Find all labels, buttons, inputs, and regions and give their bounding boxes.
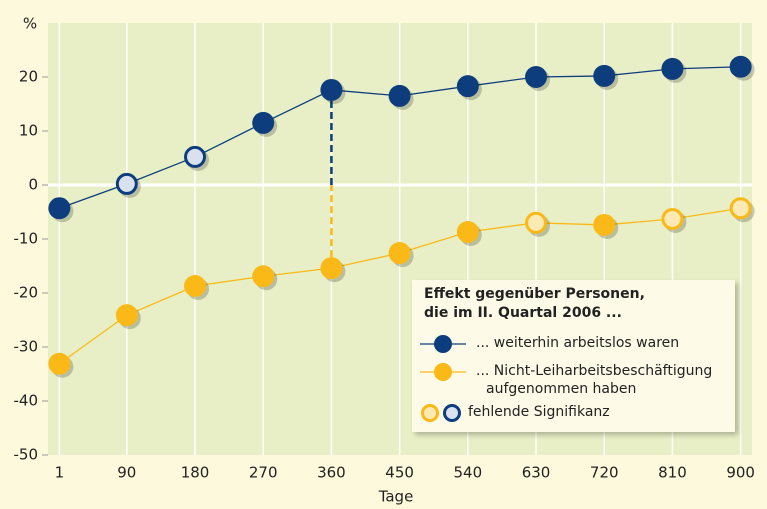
x-tick-label: 900 xyxy=(726,464,755,482)
x-axis-label: Tage xyxy=(378,488,414,506)
y-tick-label: -10 xyxy=(14,230,39,248)
point xyxy=(593,213,616,236)
point xyxy=(320,78,343,101)
legend-symbol xyxy=(421,404,439,422)
legend-symbol xyxy=(434,363,452,381)
point xyxy=(252,265,275,288)
point xyxy=(320,257,343,280)
legend-title: Effekt gegenüber Personen, xyxy=(424,286,645,302)
x-tick-label: 360 xyxy=(317,464,346,482)
point xyxy=(661,57,684,80)
point xyxy=(661,208,684,231)
legend-entry: ... weiterhin arbeitslos waren xyxy=(476,335,680,351)
point xyxy=(729,197,752,220)
y-tick-label: 10 xyxy=(19,122,38,140)
point xyxy=(48,197,71,220)
x-tick-label: 90 xyxy=(117,464,136,482)
y-tick-label: -40 xyxy=(14,392,39,410)
point xyxy=(456,220,479,243)
legend-symbols xyxy=(420,335,466,422)
y-tick-label: 20 xyxy=(19,68,38,86)
point xyxy=(525,66,548,88)
y-tick-label: -50 xyxy=(14,446,39,464)
point xyxy=(388,84,411,107)
x-tick-label: 450 xyxy=(385,464,414,482)
legend-note: fehlende Signifikanz xyxy=(468,404,610,420)
point xyxy=(388,242,411,265)
point xyxy=(525,211,548,234)
x-tick-label: 1 xyxy=(55,464,65,482)
y-tick-label: -30 xyxy=(14,338,39,356)
legend-entry: ... Nicht-Leiharbeitsbeschäftigung aufge… xyxy=(476,363,713,397)
point xyxy=(593,64,616,87)
legend-symbol xyxy=(443,404,461,422)
y-tick-label: 0 xyxy=(28,176,38,194)
legend-title: die im II. Quartal 2006 ... xyxy=(424,305,622,321)
legend-symbol xyxy=(434,335,452,353)
x-tick-label: 540 xyxy=(454,464,483,482)
point xyxy=(115,172,138,195)
y-axis-label: % xyxy=(23,15,37,33)
point xyxy=(729,55,752,78)
point xyxy=(184,274,207,297)
x-tick-label: 810 xyxy=(658,464,687,482)
point xyxy=(48,352,71,375)
x-tick-label: 720 xyxy=(590,464,619,482)
point xyxy=(184,145,207,168)
x-tick-label: 270 xyxy=(249,464,278,482)
x-tick-label: 630 xyxy=(522,464,551,482)
x-tick-label: 180 xyxy=(181,464,210,482)
point xyxy=(252,111,275,134)
y-tick-label: -20 xyxy=(14,284,39,302)
point xyxy=(456,75,479,98)
point xyxy=(115,304,138,327)
legend: Effekt gegenüber Personen, die im II. Qu… xyxy=(412,280,735,432)
